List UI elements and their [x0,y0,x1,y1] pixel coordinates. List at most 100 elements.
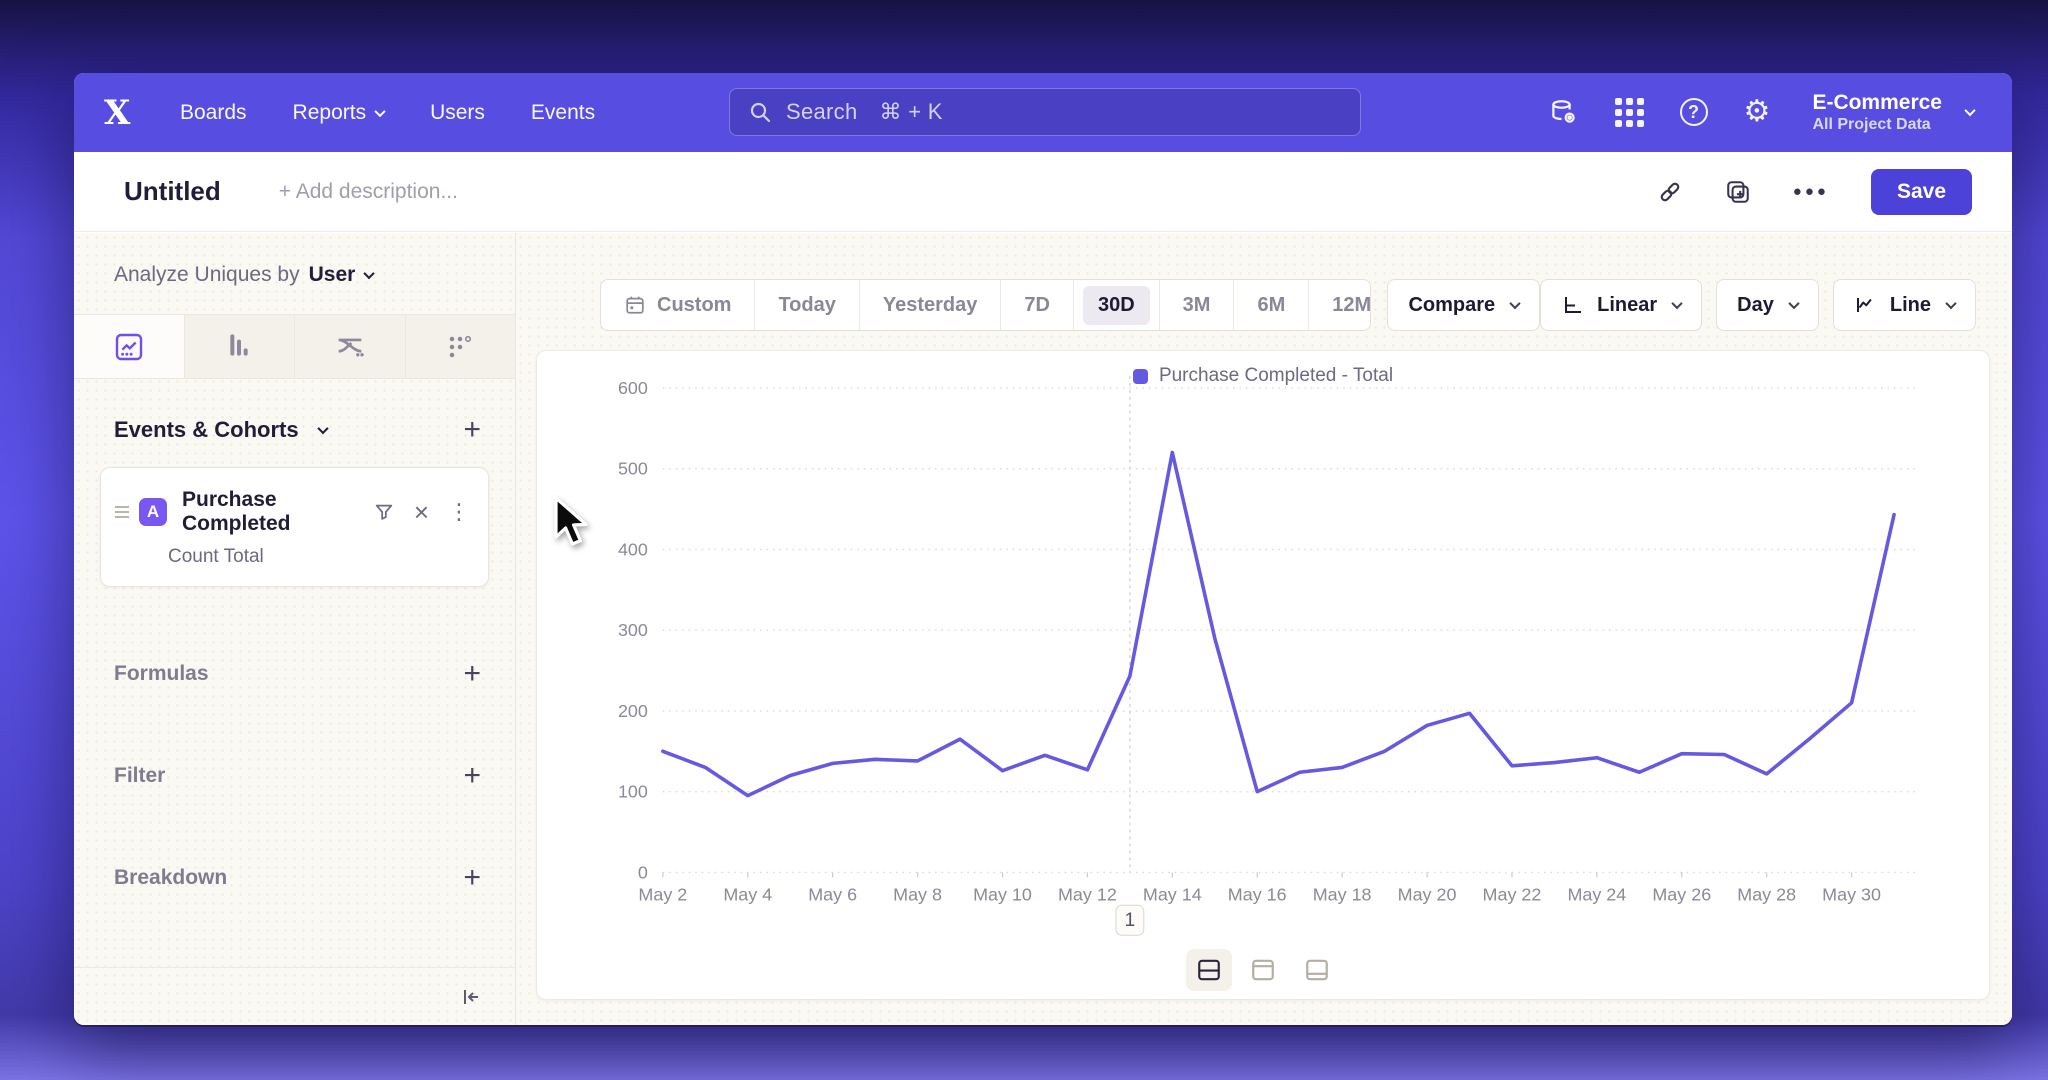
svg-text:May 18: May 18 [1313,884,1372,904]
bar-chart-icon [230,333,248,356]
add-description-field[interactable]: + Add description... [278,179,458,203]
more-options-icon[interactable]: ●●● [1792,183,1829,200]
legend-item[interactable]: Purchase Completed - Total [537,365,1989,387]
legend-label: Purchase Completed - Total [1158,365,1394,386]
svg-text:May 24: May 24 [1567,884,1626,904]
nav-item-label: Reports [292,100,367,124]
svg-text:300: 300 [618,620,648,640]
settings-gear-icon[interactable]: ⚙ [1743,94,1771,130]
tab-retention[interactable] [405,315,515,378]
svg-text:May 4: May 4 [723,884,772,904]
svg-text:May 8: May 8 [893,884,942,904]
event-name[interactable]: Purchase Completed [182,488,291,535]
range-7d[interactable]: 7D [1001,280,1074,330]
collapse-sidebar-icon[interactable] [459,985,483,1009]
svg-text:1: 1 [1125,910,1136,931]
events-cohorts-title[interactable]: Events & Cohorts [114,417,329,443]
share-link-icon[interactable] [1657,179,1683,205]
scale-dropdown[interactable]: Linear [1540,279,1703,331]
report-header: Untitled + Add description... ●●● [74,152,2012,232]
layout-panel-top-icon[interactable] [1240,949,1286,991]
svg-text:500: 500 [618,459,648,479]
sidebar-section-filter: Filter + [114,761,481,791]
interval-dropdown[interactable]: Day [1716,279,1819,331]
event-aggregation[interactable]: Count Total [168,546,264,567]
svg-text:0: 0 [638,862,648,882]
svg-text:May 6: May 6 [808,884,857,904]
range-6m[interactable]: 6M [1234,280,1310,330]
help-icon[interactable]: ? [1679,98,1708,127]
range-custom[interactable]: Custom [601,280,756,330]
layout-toggles [537,949,1989,991]
add-filter-button[interactable]: + [463,759,481,792]
nav-right-cluster: ? ⚙ E-Commerce All Project Data [1549,91,1976,133]
calendar-icon [626,296,644,314]
tab-insights[interactable] [74,315,185,378]
add-event-button[interactable]: + [463,413,481,446]
section-label: Filter [114,764,166,787]
chart-svg: 0 100 200 300 400 500 600 1 May 2 May 4 May 6 May 8… [618,375,1916,936]
chevron-down-icon [374,105,386,117]
sidebar-section-breakdown: Breakdown + [114,863,481,893]
chart-card: Purchase Completed - Total 0 100 200 300 400… [536,350,1990,1000]
nav-item-boards[interactable]: Boards [180,101,247,125]
line-chart-icon [1856,298,1872,312]
svg-text:May 30: May 30 [1822,884,1881,904]
add-formula-button[interactable]: + [463,657,481,690]
svg-text:May 12: May 12 [1058,884,1117,904]
filter-funnel-icon[interactable] [373,501,395,523]
nav-item-reports[interactable]: Reports [292,100,386,125]
svg-text:May 22: May 22 [1483,884,1542,904]
date-range-selector: Custom Today Yesterday 7D 30D 3M 6M 12M [600,279,1372,331]
report-title[interactable]: Untitled [124,176,221,206]
layout-panel-bottom-icon[interactable] [1294,949,1340,991]
chevron-down-icon [1788,297,1800,310]
svg-text:May 2: May 2 [638,884,687,904]
analyze-label: Analyze Uniques by [114,263,300,286]
chevron-down-icon [363,267,375,280]
nav-item-events[interactable]: Events [531,101,595,125]
range-yesterday[interactable]: Yesterday [860,280,1002,330]
search-input[interactable]: Search ⌘ + K [729,88,1361,136]
tab-flows[interactable] [295,315,406,378]
event-menu-icon[interactable]: ⋮ [448,499,470,524]
mixpanel-logo-icon[interactable]: X [104,92,131,133]
range-today[interactable]: Today [755,280,860,330]
app-window: X Boards Reports Users Events Search ⌘ + … [74,73,2012,1025]
project-switcher[interactable]: E-Commerce All Project Data [1812,91,1976,133]
chart-display-controls: Linear Day Line [1540,279,1976,331]
section-label: Formulas [114,662,209,685]
analyze-value-dropdown[interactable]: User [309,263,375,287]
chart-type-dropdown[interactable]: Line [1832,279,1976,331]
nav-item-users[interactable]: Users [430,101,485,125]
add-breakdown-button[interactable]: + [463,861,481,894]
range-12m[interactable]: 12M [1332,293,1372,316]
compare-dropdown[interactable]: Compare [1387,279,1541,331]
project-subtitle: All Project Data [1812,115,1931,133]
search-icon [750,102,771,123]
events-cohorts-header: Events & Cohorts + [114,415,481,445]
search-placeholder: Search ⌘ + K [786,99,943,124]
drag-handle-icon[interactable] [115,503,129,521]
remove-event-icon[interactable]: × [413,497,429,527]
duplicate-icon[interactable] [1725,179,1751,205]
chevron-down-icon [1964,105,1976,117]
svg-text:May 16: May 16 [1228,884,1287,904]
svg-text:400: 400 [618,539,648,559]
layout-split-horizontal-icon[interactable] [1186,949,1232,991]
range-30d[interactable]: 30D [1074,280,1160,330]
flows-icon [338,338,364,356]
data-management-icon[interactable] [1549,97,1579,127]
svg-text:May 20: May 20 [1398,884,1457,904]
svg-text:200: 200 [618,701,648,721]
visualization-tabs [74,314,515,379]
sidebar-footer [74,967,515,1025]
save-button[interactable]: Save [1870,168,1972,215]
tab-funnels[interactable] [184,315,295,378]
nav-menu: Boards Reports Users Events [180,101,595,125]
range-3m[interactable]: 3M [1160,280,1235,330]
query-sidebar: Analyze Uniques by User [74,233,516,1025]
analyze-uniques-row: Analyze Uniques by User [114,263,515,287]
apps-grid-icon[interactable] [1614,97,1644,127]
event-card[interactable]: A Purchase Completed × ⋮ Count Total [100,467,489,587]
